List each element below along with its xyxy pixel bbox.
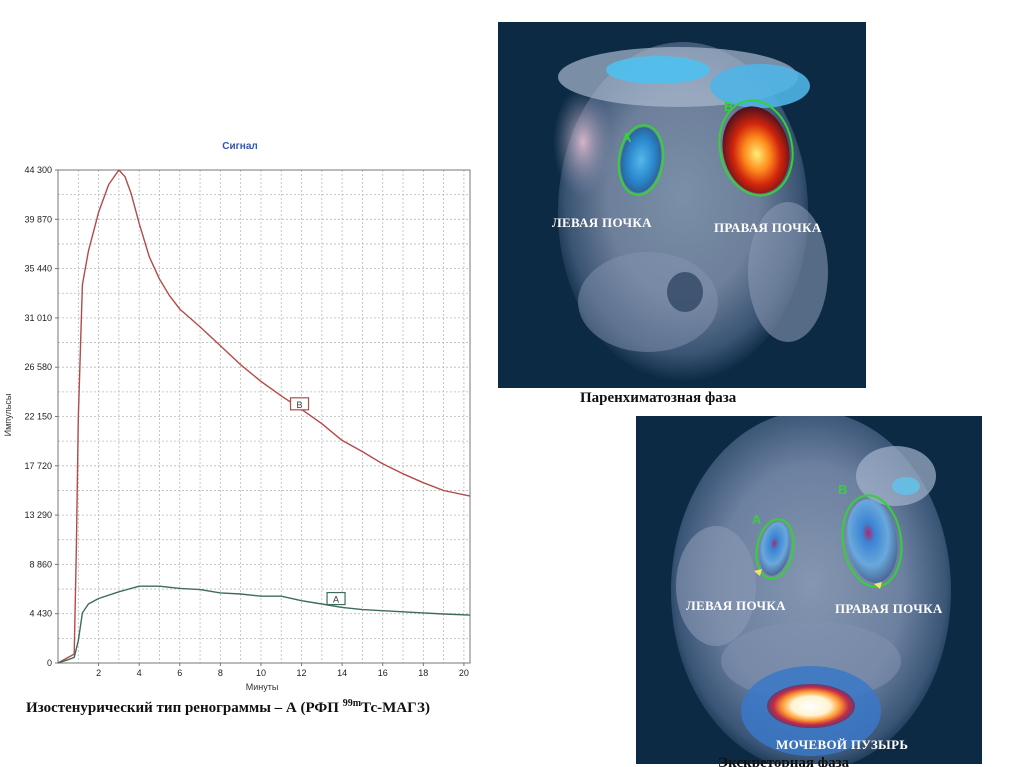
scan-parenchymal-phase: A B ЛЕВАЯ ПОЧКА ПРАВАЯ ПОЧКА (498, 22, 866, 388)
caption-suffix: Тс-МАГЗ) (361, 700, 430, 716)
y-tick-label: 4 430 (29, 609, 52, 619)
caption-excretory-text: Экскреторная фаза (718, 757, 850, 767)
chart-grid (58, 169, 470, 663)
y-tick-label: 0 (47, 658, 52, 668)
caption-prefix: Изостенурический тип ренограммы – А (РФП (26, 700, 343, 716)
y-axis-label: Импульсы (3, 394, 13, 437)
x-tick-label: 18 (418, 668, 428, 678)
y-tick-label: 26 580 (24, 362, 52, 372)
y-tick-label: 39 870 (24, 214, 52, 224)
renogram-chart: Сигнал 0 4 430 8 860 13 290 17 720 22 150 26 5… (3, 141, 471, 692)
cursor-arrow-icon (754, 569, 762, 576)
label-left-kidney: ЛЕВАЯ ПОЧКА (552, 215, 652, 230)
caption-parenchymal-phase: Паренхиматозная фаза (580, 390, 737, 406)
scan-excretory-phase: A B ЛЕВАЯ ПОЧКА ПРАВАЯ ПОЧКА МОЧЕВОЙ ПУЗ… (636, 416, 982, 764)
y-tick-label: 35 440 (24, 264, 52, 274)
x-axis-label: Минуты (246, 682, 279, 692)
y-tick-label: 22 150 (24, 412, 52, 422)
roi-right-kidney (718, 99, 794, 197)
y-tick-label: 13 290 (24, 510, 52, 520)
chart-series (57, 169, 471, 664)
label-left-kidney: ЛЕВАЯ ПОЧКА (686, 598, 786, 613)
caption-excretory-phase: Экскреторная фаза (718, 757, 849, 767)
roi-left-kidney (755, 518, 795, 580)
label-right-kidney: ПРАВАЯ ПОЧКА (714, 220, 822, 235)
caption-sup: 99m (342, 698, 362, 709)
cursor-arrow-icon (874, 582, 882, 589)
chart-tick-labels: 0 4 430 8 860 13 290 17 720 22 150 26 580 31 01… (24, 165, 468, 678)
roi-label-b: B (724, 99, 733, 114)
y-tick-label: 44 300 (24, 165, 52, 175)
y-tick-label: 31 010 (24, 313, 52, 323)
roi-label-b: B (838, 482, 847, 497)
x-tick-label: 20 (459, 668, 469, 678)
chart-annotations: BA (289, 397, 346, 606)
x-tick-label: 6 (177, 668, 182, 678)
series-tag-label-a: A (333, 595, 339, 605)
series-line-b (57, 169, 471, 664)
scan-image: A B (553, 42, 828, 382)
x-tick-label: 2 (96, 668, 101, 678)
chart-title: Сигнал (222, 141, 258, 152)
roi-label-a: A (752, 512, 762, 527)
series-tag-label-b: B (297, 400, 303, 410)
label-right-kidney: ПРАВАЯ ПОЧКА (835, 601, 943, 616)
roi-label-a: A (622, 130, 632, 145)
roi-left-kidney (617, 124, 665, 196)
label-bladder: МОЧЕВОЙ ПУЗЫРЬ (776, 737, 909, 752)
scan-image: A B (671, 416, 951, 764)
x-tick-label: 12 (297, 668, 307, 678)
y-tick-label: 8 860 (29, 559, 52, 569)
x-tick-label: 8 (218, 668, 223, 678)
series-tag-box-a (326, 591, 346, 606)
x-tick-label: 16 (378, 668, 388, 678)
series-tag-box-b (289, 397, 310, 411)
y-tick-label: 17 720 (24, 461, 52, 471)
x-tick-label: 14 (337, 668, 347, 678)
renogram-caption: Изостенурический тип ренограммы – А (РФП… (26, 698, 496, 717)
x-tick-label: 4 (137, 668, 142, 678)
series-line-a (57, 585, 471, 664)
x-tick-label: 10 (256, 668, 266, 678)
